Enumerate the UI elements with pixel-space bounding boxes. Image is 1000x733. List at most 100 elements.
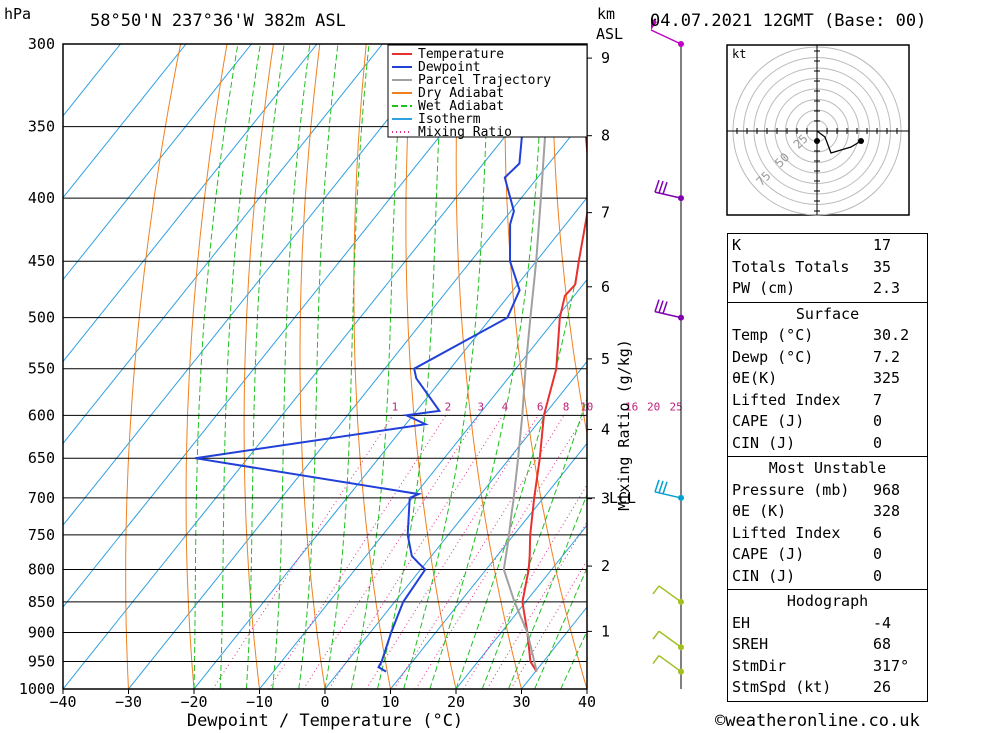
mixing-ratio-line — [212, 415, 394, 689]
hpa-axis-label: hPa — [4, 5, 32, 23]
pressure-tick-label: 550 — [28, 360, 55, 378]
isotherm-line — [63, 44, 318, 363]
isotherm-line — [63, 44, 383, 445]
mixing-ratio-axis-title: Mixing Ratio (g/kg) — [615, 339, 633, 511]
mixing-ratio-label: 25 — [669, 400, 682, 413]
pw-row: PW (cm) 2.3 — [732, 279, 901, 297]
legend-label: Dewpoint — [418, 60, 481, 75]
wind-barb-shaft — [658, 654, 682, 673]
surface-cin-row: CIN (J) 0 — [732, 433, 883, 452]
mixing-ratio-label: 8 — [563, 400, 570, 413]
legend-label: Temperature — [418, 47, 504, 62]
mixing-ratio-label: 20 — [647, 400, 660, 413]
mixing-ratio-label: 4 — [502, 400, 509, 413]
wind-barb-flag — [654, 479, 660, 493]
temperature-tick-label: −20 — [180, 693, 207, 711]
temperature-tick-label: 30 — [512, 693, 530, 711]
legend-label: Mixing Ratio — [418, 125, 512, 140]
stmdir-row: StmDir 317° — [732, 656, 910, 675]
surface-title: Surface — [795, 304, 860, 323]
hodograph-trace — [816, 130, 862, 154]
mixing-ratio-line — [415, 415, 586, 689]
surface-dewp-row: Dewp (°C) 7.2 — [732, 347, 901, 366]
mixing-ratio-line — [510, 559, 587, 689]
km-tick-label: 5 — [601, 350, 610, 368]
pressure-tick-label: 600 — [28, 406, 55, 424]
temperature-tick-label: 40 — [578, 693, 596, 711]
wind-barb-flag — [662, 301, 668, 314]
mixing-ratio-label: 3 — [477, 400, 484, 413]
lcl-label: LCL — [609, 489, 636, 507]
dry-adiabat-line — [125, 44, 182, 689]
most-unstable-section: Most Unstable Pressure (mb) 968 θE (K) 328… — [728, 457, 927, 590]
hodograph-storm-motion — [814, 138, 820, 144]
wet-adiabat-line — [193, 44, 239, 689]
pressure-tick-label: 400 — [28, 189, 55, 207]
surface-thetae-row: θE(K) 325 — [732, 369, 901, 387]
pressure-tick-label: 750 — [28, 526, 55, 544]
most-unstable-title: Most Unstable — [768, 459, 887, 477]
wind-barb-shaft — [658, 585, 682, 603]
mixing-ratio-line — [463, 484, 587, 689]
dry-adiabat-line — [353, 44, 391, 689]
mixing-ratio-line — [303, 415, 480, 689]
temperature-tick-label: 20 — [447, 693, 465, 711]
dry-adiabat-line — [185, 44, 228, 689]
mixing-ratio-line — [328, 415, 504, 689]
wind-barb-pennant — [651, 18, 657, 30]
isotherm-line — [259, 278, 587, 689]
dry-adiabat-line — [923, 44, 1000, 689]
km-tick-label: 9 — [601, 49, 610, 67]
asl-axis-label: ASL — [596, 25, 624, 43]
surface-li-row: Lifted Index 7 — [732, 390, 883, 409]
wet-adiabat-line — [534, 566, 587, 689]
wet-adiabat-line — [298, 44, 339, 689]
isotherm-line — [455, 524, 587, 689]
isotherm-line — [63, 44, 449, 527]
temperature-tick-label: 10 — [381, 693, 399, 711]
mixing-ratio-label: 2 — [445, 400, 452, 413]
legend-label: Isotherm — [418, 112, 481, 127]
km-tick-label: 7 — [601, 204, 610, 222]
km-tick-label: 3 — [601, 490, 610, 508]
pressure-tick-label: 800 — [28, 560, 55, 578]
wind-barb-shaft — [650, 29, 682, 45]
mixing-ratio-label: 16 — [625, 400, 638, 413]
km-tick-label: 8 — [601, 127, 610, 145]
temperature-line — [521, 44, 587, 673]
wind-barb-flag — [654, 299, 660, 312]
hodograph-unit-label: kt — [732, 47, 746, 61]
station-location: 58°50'N 237°36'W 382m ASL — [90, 11, 346, 31]
wind-barb-flag — [658, 480, 664, 494]
wet-adiabat-line — [272, 44, 311, 689]
pressure-tick-label: 350 — [28, 118, 55, 136]
eh-row: EH -4 — [732, 613, 892, 632]
legend-label: Dry Adiabat — [418, 86, 504, 101]
isotherm-line — [63, 44, 121, 117]
km-tick-label: 1 — [601, 622, 610, 640]
wet-adiabat-line — [324, 44, 370, 689]
mu-thetae-row: θE (K) 328 — [732, 502, 901, 520]
plot-area — [63, 44, 1000, 689]
dewpoint-line — [195, 44, 530, 673]
isotherm-line — [63, 44, 580, 689]
legend-box — [387, 44, 588, 138]
mu-pressure-row: Pressure (mb) 968 — [732, 480, 901, 499]
km-axis-label: km — [597, 5, 616, 23]
wind-barb-flag — [652, 630, 660, 640]
dry-adiabat-line — [970, 44, 1000, 689]
k-index-row: K 17 — [732, 236, 892, 254]
km-tick-label: 4 — [601, 420, 610, 438]
totals-totals-row: Totals Totals 35 — [732, 257, 892, 276]
dry-adiabat-line — [243, 44, 274, 689]
mu-cape-row: CAPE (J) 0 — [732, 545, 883, 563]
dry-adiabat-line — [551, 44, 587, 437]
hodograph-endpoint — [858, 138, 864, 144]
copyright-footer: ©weatheronline.co.uk — [715, 711, 920, 731]
surface-section: Surface Temp (°C) 30.2 Dewp (°C) 7.2 θE(K)… — [728, 303, 927, 457]
plot-frame — [62, 43, 588, 690]
parcel-trajectory-line — [502, 44, 551, 672]
pressure-tick-label: 450 — [28, 252, 55, 270]
isotherm-line — [63, 44, 252, 281]
